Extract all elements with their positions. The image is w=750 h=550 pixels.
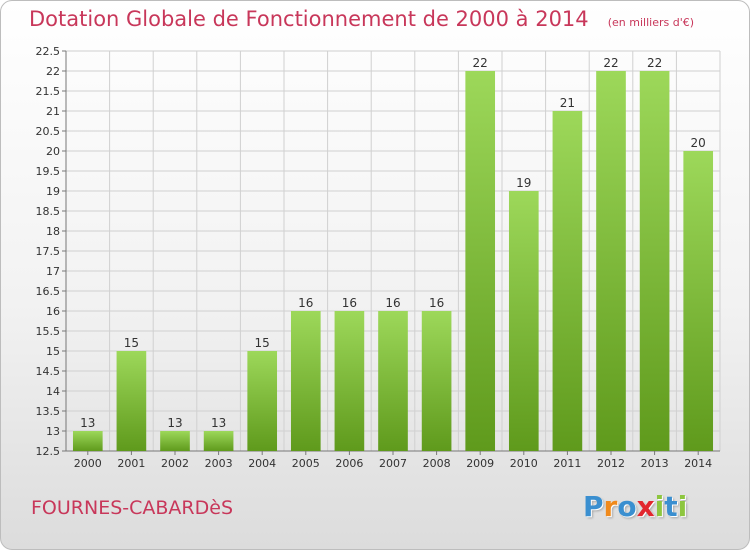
data-label: 22 [647, 56, 662, 70]
bar [508, 191, 539, 451]
bar [160, 431, 190, 451]
data-label: 22 [603, 56, 618, 70]
x-tick-label: 2010 [510, 457, 538, 470]
x-tick-label: 2003 [205, 457, 233, 470]
y-tick-label: 14 [46, 385, 60, 398]
x-tick-label: 2005 [292, 457, 320, 470]
logo-letter: P [583, 490, 604, 523]
bar [116, 351, 147, 451]
data-label: 13 [80, 416, 95, 430]
data-label: 20 [691, 136, 706, 150]
y-tick-label: 16 [46, 305, 60, 318]
bars [72, 71, 714, 451]
logo-letter: o [617, 490, 637, 523]
proxiti-logo: Proxiti [583, 490, 687, 523]
bar [421, 311, 452, 451]
y-tick-label: 19.5 [36, 165, 61, 178]
chart-title: Dotation Globale de Fonctionnement de 20… [29, 7, 589, 31]
x-tick-label: 2009 [466, 457, 494, 470]
y-tick-label: 20.5 [36, 125, 61, 138]
data-label: 16 [342, 296, 357, 310]
y-tick-label: 16.5 [36, 285, 61, 298]
data-labels: 13 15 13 13 15 16 16 16 16 22 19 21 22 22 20 [80, 56, 706, 430]
bar [72, 431, 103, 451]
data-label: 16 [298, 296, 313, 310]
y-axis-ticks: 12.5 13 13.5 14 14.5 15 15.5 16 16.5 17 17.5 18 18.5… [36, 45, 61, 458]
data-label: 21 [560, 96, 575, 110]
logo-letter: x [636, 490, 655, 523]
x-tick-label: 2013 [641, 457, 669, 470]
x-tick-label: 2002 [161, 457, 189, 470]
logo-letter: t [664, 490, 678, 523]
y-tick-label: 14.5 [36, 365, 61, 378]
bar [683, 151, 714, 451]
bar [596, 71, 626, 451]
x-tick-label: 2008 [423, 457, 451, 470]
x-axis-ticks: 2000 2001 2002 2003 2004 2005 2006 2007 2008 2009… [74, 457, 712, 470]
y-tick-label: 15.5 [36, 325, 61, 338]
x-tick-label: 2004 [248, 457, 276, 470]
logo-letter: r [603, 490, 618, 523]
units-note: (en milliers d'€) [607, 16, 695, 29]
y-tick-label: 13 [46, 425, 60, 438]
x-tick-label: 2014 [684, 457, 712, 470]
y-tick-label: 19 [46, 185, 60, 198]
logo-letter: i [677, 490, 688, 523]
x-tick-label: 2007 [379, 457, 407, 470]
x-tick-label: 2012 [597, 457, 625, 470]
data-label: 16 [385, 296, 400, 310]
y-tick-label: 17 [46, 265, 60, 278]
x-tick-label: 2011 [553, 457, 581, 470]
y-tick-label: 17.5 [36, 245, 61, 258]
y-tick-label: 20 [46, 145, 60, 158]
data-label: 16 [429, 296, 444, 310]
title-row: Dotation Globale de Fonctionnement de 20… [29, 7, 694, 31]
bar [290, 311, 321, 451]
bar [203, 431, 234, 451]
bar [247, 351, 278, 451]
logo-letter: i [654, 490, 665, 523]
data-label: 15 [255, 336, 270, 350]
data-label: 19 [516, 176, 531, 190]
x-tick-label: 2001 [117, 457, 145, 470]
data-label: 13 [167, 416, 182, 430]
y-tick-label: 13.5 [36, 405, 61, 418]
data-label: 13 [211, 416, 226, 430]
y-tick-label: 18 [46, 225, 60, 238]
data-label: 22 [473, 56, 488, 70]
bar [334, 311, 365, 451]
y-tick-label: 15 [46, 345, 60, 358]
y-tick-label: 22.5 [36, 45, 61, 58]
bar [465, 71, 496, 451]
bar [552, 111, 583, 451]
data-label: 15 [124, 336, 139, 350]
x-tick-label: 2000 [74, 457, 102, 470]
commune-name: FOURNES-CABARDèS [31, 497, 234, 519]
bar [378, 311, 408, 451]
y-tick-label: 21 [46, 105, 60, 118]
x-tick-label: 2006 [335, 457, 363, 470]
y-tick-label: 18.5 [36, 205, 61, 218]
bar [639, 71, 670, 451]
y-tick-label: 12.5 [36, 445, 61, 458]
y-tick-label: 22 [46, 65, 60, 78]
y-tick-label: 21.5 [36, 85, 61, 98]
